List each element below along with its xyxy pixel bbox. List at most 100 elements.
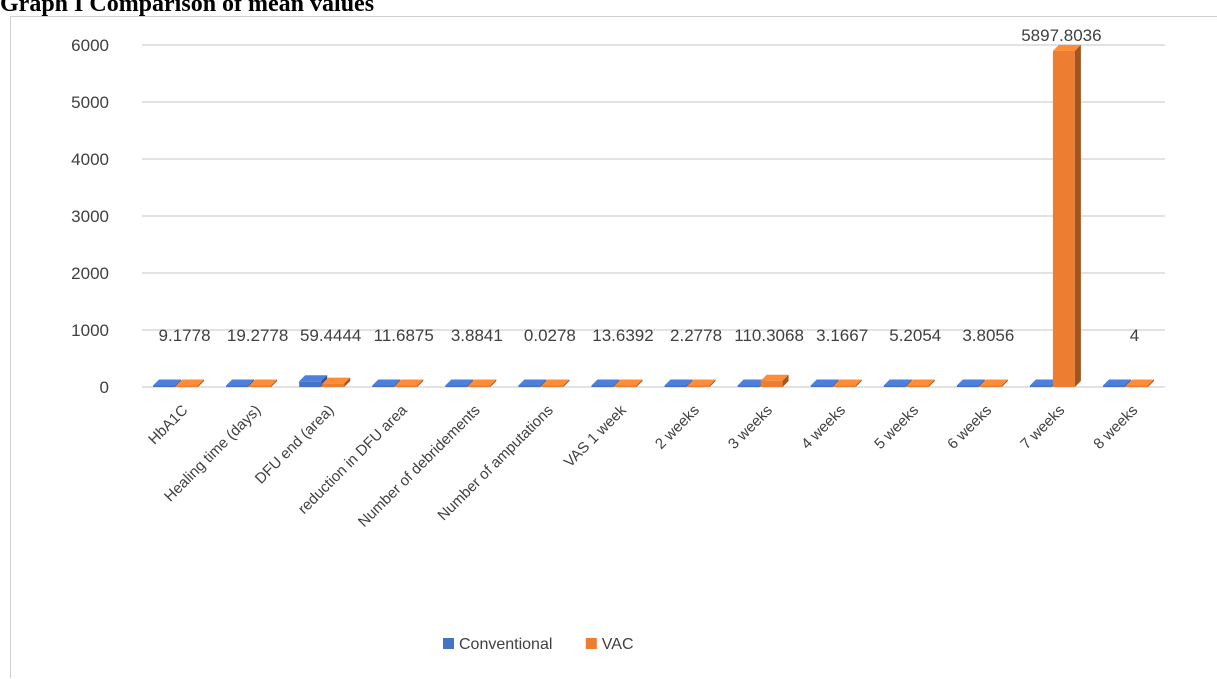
bar-top [833,379,862,386]
data-label: 13.6392 [592,326,653,345]
bar-top [176,379,205,386]
data-label: 59.4444 [300,326,361,345]
bar-vac [687,379,716,387]
bar-front [1125,385,1148,387]
bar-top [372,379,401,386]
data-label: 9.1778 [159,326,211,345]
bar-front [687,385,710,387]
y-tick-label: 0 [100,378,109,397]
bar-side [344,377,351,387]
y-tick-label: 4000 [71,150,109,169]
y-tick-label: 3000 [71,207,109,226]
bar-front [153,385,176,387]
bars [153,44,1154,387]
bar-top [687,379,716,386]
bar-front [226,385,249,387]
bar-front [518,385,541,387]
chart-frame: 0 1000 2000 3000 4000 5000 6000 9.1778 19.2778 5… [10,16,1217,678]
bar-side [636,379,643,387]
bar-side [1001,379,1008,387]
data-label: 110.3068 [734,326,804,345]
data-label: 3.1667 [816,326,868,345]
bar-top [1029,379,1058,386]
bar-vac [468,379,497,387]
legend-label: VAC [602,636,634,653]
bar-front [833,385,856,387]
data-label: 4 [1130,326,1139,345]
data-labels: 9.1778 19.2778 59.4444 11.6875 3.8841 0.0278 1… [159,26,1140,345]
bar-top [906,379,935,386]
bar-vac [614,379,643,387]
bar-front [1029,385,1052,387]
bar-vac [1052,44,1081,387]
bar-top [979,379,1008,386]
bar-side [1074,44,1081,387]
bar-top [249,379,278,386]
bar-front [468,385,491,387]
y-tick-label: 1000 [71,321,109,340]
bar-front [591,385,614,387]
bar-chart: 0 1000 2000 3000 4000 5000 6000 9.1778 19.2778 5… [71,26,1165,653]
y-tick-label: 2000 [71,264,109,283]
bar-side [563,379,570,387]
bar-front [956,385,979,387]
bar-top [883,379,912,386]
legend-item-conventional: Conventional [443,636,552,653]
bar-vac [541,379,570,387]
bar-front [372,385,395,387]
bar-top [445,379,474,386]
bar-vac [760,374,789,387]
bar-side [709,379,716,387]
bar-front [249,385,272,387]
bar-front [664,385,687,387]
page-title: Graph I Comparison of mean values [0,0,375,17]
bar-front [299,381,322,387]
data-label: 5.2054 [889,326,941,345]
bar-vac [979,379,1008,387]
bar-front [979,385,1002,387]
bar-front [445,385,468,387]
bar-vac [249,379,278,387]
legend: Conventional VAC [443,636,634,653]
bar-top [468,379,497,386]
category-label: 4 weeks [798,402,849,453]
bar-top [956,379,985,386]
legend-swatch [585,638,597,649]
category-label: 2 weeks [652,402,703,453]
bar-front [176,385,199,387]
bar-front [1052,50,1075,387]
bar-front [322,383,345,387]
bar-top [1125,379,1154,386]
bar-side [928,379,935,387]
data-label: 0.0278 [524,326,576,345]
bar-top [153,379,182,386]
bar-vac [906,379,935,387]
category-label: VAS 1 week [561,401,630,470]
bar-top [614,379,643,386]
category-label: 6 weeks [944,402,995,453]
bar-side [855,379,862,387]
bar-top [226,379,255,386]
bar-top [1102,379,1131,386]
category-label: Number of debridements [355,402,484,531]
bar-front [760,380,783,387]
bar-front [883,385,906,387]
bar-side [198,379,205,387]
category-label: 8 weeks [1090,402,1141,453]
bar-top [1052,44,1081,51]
bar-vac [322,377,351,387]
legend-label: Conventional [459,636,552,653]
bar-front [395,385,418,387]
bar-front [737,385,760,387]
bar-side [417,379,424,387]
data-label: 11.6875 [374,326,434,345]
bar-front [1102,385,1125,387]
bar-vac [1125,379,1154,387]
legend-swatch [443,638,454,649]
bar-side [1147,379,1154,387]
bar-top [518,379,547,386]
category-label: 3 weeks [725,402,776,453]
bar-side [782,374,789,387]
data-label: 19.2778 [227,326,288,345]
bar-front [906,385,929,387]
